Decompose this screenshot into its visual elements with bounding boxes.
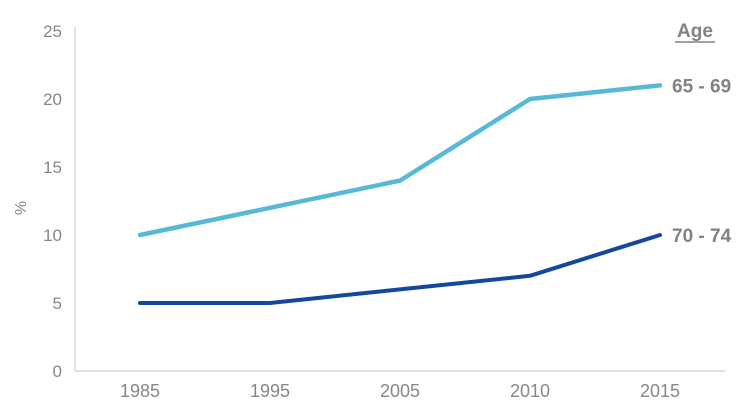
y-axis-label: %: [13, 201, 30, 215]
x-tick-label: 2010: [510, 381, 550, 401]
series-label-70-74: 70 - 74: [672, 226, 732, 247]
x-tick-label: 1985: [120, 381, 160, 401]
series-line-65-69: [137, 83, 663, 238]
y-tick-label: 5: [53, 294, 62, 313]
x-tick-label: 2015: [640, 381, 680, 401]
y-tick-label: 15: [43, 158, 62, 177]
y-tick-label: 25: [43, 22, 62, 41]
x-tick-label: 1995: [250, 381, 290, 401]
y-tick-label: 0: [53, 362, 62, 381]
y-tick-label: 10: [43, 226, 62, 245]
legend-title: Age: [677, 21, 713, 42]
y-tick-label: 20: [43, 90, 62, 109]
x-tick-label: 2005: [380, 381, 420, 401]
series-label-65-69: 65 - 69: [672, 76, 731, 97]
series-line-70-74: [138, 233, 662, 305]
